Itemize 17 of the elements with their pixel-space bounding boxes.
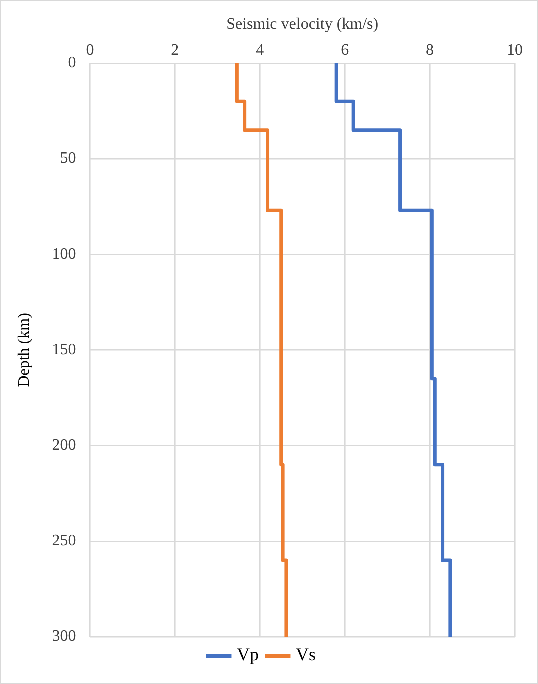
legend-label: Vs bbox=[296, 644, 316, 665]
y-tick-label: 100 bbox=[52, 246, 76, 263]
x-tick-label: 6 bbox=[341, 42, 350, 60]
x-tick-label: 8 bbox=[426, 42, 434, 60]
y-tick-label: 300 bbox=[52, 628, 76, 646]
x-tick-label: 0 bbox=[86, 42, 94, 60]
y-axis-title: Depth (km) bbox=[16, 313, 33, 388]
x-tick-label: 2 bbox=[171, 42, 180, 60]
y-tick-label: 250 bbox=[52, 532, 76, 550]
legend-label: Vp bbox=[237, 644, 259, 665]
x-tick-label: 4 bbox=[256, 42, 264, 60]
x-tick-label: 10 bbox=[507, 42, 523, 60]
y-tick-label: 0 bbox=[68, 54, 76, 72]
y-tick-label: 50 bbox=[60, 150, 76, 168]
y-tick-label: 150 bbox=[52, 341, 76, 358]
x-axis-title: Seismic velocity (km/s) bbox=[226, 16, 379, 33]
y-tick-label: 200 bbox=[52, 437, 76, 454]
